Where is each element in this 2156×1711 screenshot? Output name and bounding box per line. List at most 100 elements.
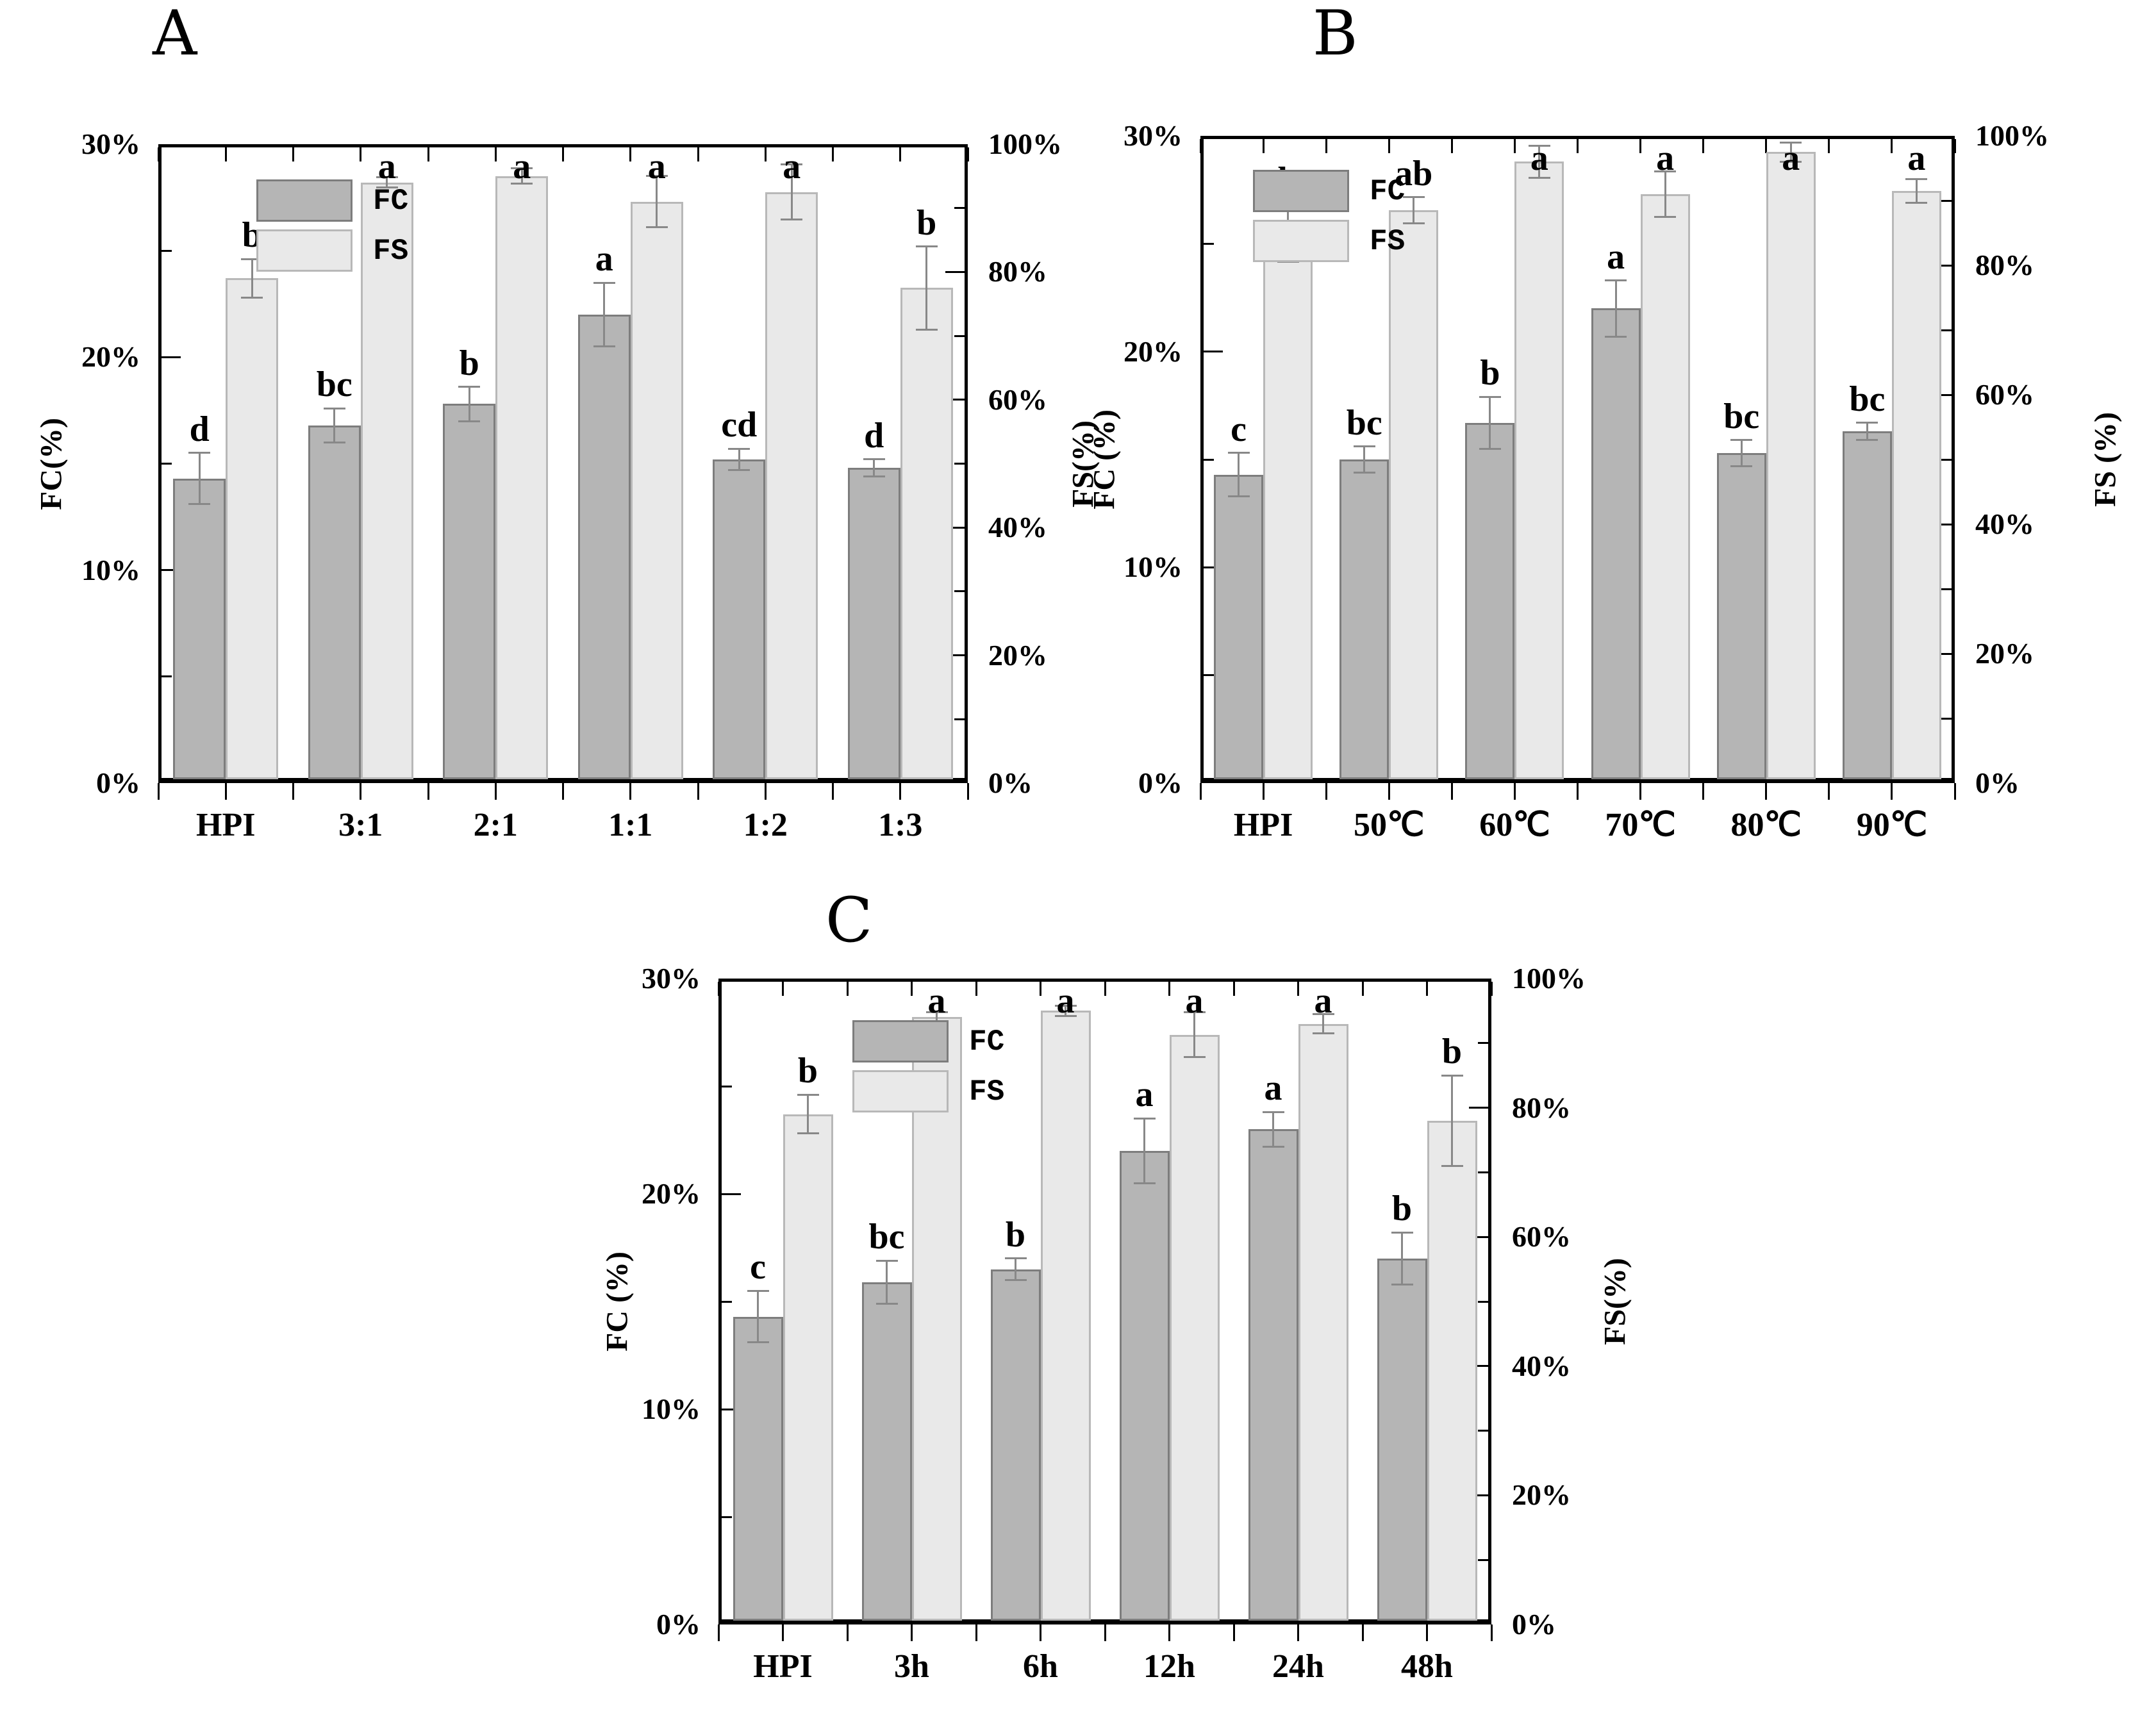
bar-fs [1891, 190, 1941, 779]
left-tick-label: 10% [81, 553, 140, 586]
x-axis-tick [1388, 783, 1390, 800]
right-axis-tick [1941, 458, 1952, 461]
x-axis-top-tick [975, 982, 977, 996]
x-axis-tick [360, 783, 362, 800]
x-axis-tick [1232, 1624, 1235, 1641]
left-axis-tick [722, 1085, 732, 1087]
x-axis-top-tick [1168, 982, 1170, 996]
error-bar [790, 164, 793, 220]
error-cap [1183, 1056, 1206, 1059]
x-axis-top-tick [717, 982, 720, 996]
legend-fc-swatch [1253, 170, 1349, 212]
legend-fs-swatch [256, 229, 352, 272]
x-axis-top-tick [1232, 982, 1235, 996]
category-label: 24h [1272, 1648, 1324, 1685]
error-bar [1401, 1232, 1403, 1285]
x-axis-tick [717, 1624, 720, 1641]
bar-fc [1465, 422, 1515, 779]
x-axis-tick [1828, 783, 1830, 800]
right-tick-label: 60% [1975, 378, 2034, 411]
error-cap [1227, 495, 1250, 497]
legend-fs-label: FS [1370, 225, 1406, 258]
error-cap [593, 345, 615, 348]
sig-letter: a [595, 239, 613, 279]
category-label: 3:1 [338, 807, 383, 843]
sig-letter: b [1391, 1189, 1413, 1229]
category-label: 3h [894, 1648, 929, 1685]
left-axis-tick [1204, 566, 1223, 568]
sig-letter: a [647, 147, 666, 186]
error-cap [1730, 465, 1753, 467]
error-bar [1614, 280, 1617, 337]
bar-fc [1214, 474, 1264, 779]
right-axis-title: FS(%) [1598, 1258, 1632, 1345]
error-cap [781, 163, 803, 166]
error-cap [797, 1093, 819, 1096]
left-axis-tick [722, 1408, 741, 1410]
bar-fs [630, 201, 683, 779]
right-axis-tick [1478, 1300, 1488, 1303]
category-label: HPI [1233, 807, 1293, 843]
right-tick-label: 0% [1975, 766, 2019, 799]
x-axis-tick [224, 783, 227, 800]
left-axis-tick [162, 356, 181, 358]
error-bar [1664, 171, 1666, 217]
error-bar [603, 283, 606, 347]
x-axis-tick [1639, 783, 1642, 800]
sig-letter: a [1607, 236, 1625, 277]
bar-fc [308, 425, 361, 779]
error-bar [198, 452, 201, 504]
right-axis-tick [945, 270, 965, 273]
left-tick-label: 10% [1124, 550, 1182, 584]
sig-letter: bc [1849, 379, 1886, 419]
plot-box-a [158, 144, 968, 783]
x-axis-tick [1702, 783, 1705, 800]
right-axis-tick [1932, 393, 1952, 396]
x-axis-tick [1490, 1624, 1493, 1641]
category-label: 48h [1401, 1648, 1453, 1685]
error-cap [1262, 1111, 1284, 1113]
right-tick-label: 80% [988, 255, 1047, 288]
x-axis-tick [1104, 1624, 1106, 1641]
left-axis-tick [162, 249, 172, 252]
error-cap [1528, 177, 1550, 179]
x-axis-top-tick [1891, 139, 1893, 153]
x-axis-top-tick [224, 147, 227, 161]
plot-box-c [718, 979, 1491, 1624]
x-axis-top-tick [1953, 139, 1956, 153]
error-cap [1262, 1145, 1284, 1148]
bar-fs [1298, 1023, 1348, 1621]
sig-letter: b [1480, 353, 1500, 393]
bar-fs [1040, 1011, 1091, 1621]
bar-fs [226, 278, 279, 779]
left-tick-label: 0% [96, 766, 140, 799]
sig-letter: b [1441, 1032, 1463, 1072]
error-cap [458, 420, 481, 422]
error-bar [873, 459, 875, 477]
left-axis-tick [1204, 242, 1214, 245]
error-cap [1054, 1014, 1077, 1017]
left-axis-tick [722, 1516, 732, 1518]
error-cap [1133, 1182, 1156, 1184]
right-tick-label: 20% [1512, 1478, 1571, 1512]
legend-fs-label: FS [969, 1075, 1005, 1109]
category-label: 80℃ [1730, 807, 1802, 843]
left-axis-title: FC (%) [1087, 409, 1122, 509]
error-cap [1391, 1283, 1413, 1285]
error-bar [738, 449, 740, 470]
error-cap [1133, 1117, 1156, 1120]
x-axis-top-tick [157, 147, 160, 161]
sig-letter: bc [316, 365, 352, 405]
panel-label-c: C [825, 884, 873, 956]
x-axis-top-tick [1765, 139, 1768, 153]
x-axis-top-tick [1639, 139, 1642, 153]
x-axis-top-tick [966, 147, 969, 161]
right-axis-tick [1469, 1365, 1488, 1368]
x-axis-tick [697, 783, 699, 800]
category-label: 2:1 [473, 807, 518, 843]
x-axis-tick [1262, 783, 1265, 800]
x-axis-top-tick [292, 147, 294, 161]
error-cap [925, 1011, 948, 1013]
x-axis-tick [782, 1624, 784, 1641]
legend-fc-label: FC [1370, 175, 1406, 208]
